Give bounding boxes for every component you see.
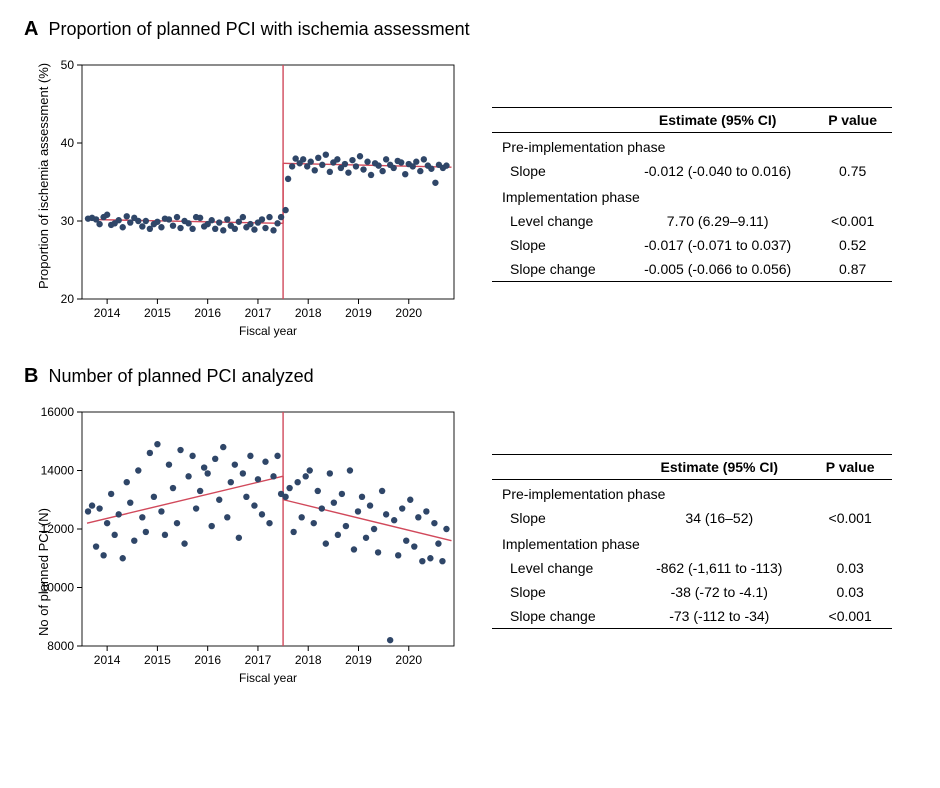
table-header: P value: [813, 107, 892, 132]
svg-text:2020: 2020: [395, 653, 422, 667]
svg-text:14000: 14000: [41, 464, 75, 478]
scatter-chart: 20 30 40 50 2014 2015 2016 2017 2018 2019 2020 Fisc…: [24, 49, 464, 339]
panel-label: B: [24, 365, 38, 388]
pvalue-cell: 0.87: [813, 257, 892, 282]
svg-text:2017: 2017: [245, 653, 272, 667]
estimate-cell: 7.70 (6.29–9.11): [622, 209, 813, 233]
row-label: Slope: [492, 233, 622, 257]
estimate-cell: -0.005 (-0.066 to 0.056): [622, 257, 813, 282]
pvalue-cell: <0.001: [808, 506, 892, 530]
table-header: Estimate (95% CI): [622, 107, 813, 132]
panel-label: A: [24, 18, 38, 41]
pvalue-cell: <0.001: [808, 604, 892, 629]
section-header: Implementation phase: [492, 530, 892, 556]
svg-text:2017: 2017: [245, 306, 272, 320]
table-header: [492, 107, 622, 132]
svg-text:2020: 2020: [395, 306, 422, 320]
y-axis-label: No of planned PCI (N): [36, 508, 51, 636]
svg-text:2019: 2019: [345, 306, 372, 320]
y-axis-label: Proportion of ischemia assessment (%): [36, 63, 51, 289]
svg-text:2015: 2015: [144, 653, 171, 667]
svg-text:50: 50: [61, 58, 75, 72]
svg-text:2014: 2014: [94, 653, 121, 667]
svg-text:2018: 2018: [295, 653, 322, 667]
row-label: Level change: [492, 556, 630, 580]
svg-text:2018: 2018: [295, 306, 322, 320]
pvalue-cell: <0.001: [813, 209, 892, 233]
svg-text:2015: 2015: [144, 306, 171, 320]
estimate-cell: -0.012 (-0.040 to 0.016): [622, 159, 813, 183]
table-header: P value: [808, 454, 892, 479]
svg-text:30: 30: [61, 214, 75, 228]
panel-A: A Proportion of planned PCI with ischemia…: [24, 18, 916, 339]
results-table: Estimate (95% CI)P valuePre-implementati…: [492, 454, 892, 629]
estimate-cell: -0.017 (-0.071 to 0.037): [622, 233, 813, 257]
section-header: Pre-implementation phase: [492, 132, 892, 159]
svg-text:2014: 2014: [94, 306, 121, 320]
svg-text:16000: 16000: [41, 405, 75, 419]
pvalue-cell: 0.75: [813, 159, 892, 183]
estimate-cell: -73 (-112 to -34): [630, 604, 808, 629]
estimate-cell: -38 (-72 to -4.1): [630, 580, 808, 604]
row-label: Level change: [492, 209, 622, 233]
pvalue-cell: 0.03: [808, 580, 892, 604]
svg-text:20: 20: [61, 292, 75, 306]
estimate-cell: 34 (16–52): [630, 506, 808, 530]
pvalue-cell: 0.03: [808, 556, 892, 580]
svg-text:2016: 2016: [194, 653, 221, 667]
svg-text:8000: 8000: [47, 639, 74, 653]
row-label: Slope: [492, 159, 622, 183]
pvalue-cell: 0.52: [813, 233, 892, 257]
scatter-chart: 8000100001200014000160002014201520162017…: [24, 396, 464, 686]
x-axis-label: Fiscal year: [239, 324, 297, 338]
row-label: Slope: [492, 580, 630, 604]
x-axis-label: Fiscal year: [239, 671, 297, 685]
section-header: Pre-implementation phase: [492, 479, 892, 506]
table-header: [492, 454, 630, 479]
svg-text:2019: 2019: [345, 653, 372, 667]
row-label: Slope change: [492, 257, 622, 282]
estimate-cell: -862 (-1,611 to -113): [630, 556, 808, 580]
row-label: Slope change: [492, 604, 630, 629]
figure-root: A Proportion of planned PCI with ischemia…: [24, 18, 916, 686]
panel-title: Proportion of planned PCI with ischemia …: [48, 19, 469, 40]
svg-text:2016: 2016: [194, 306, 221, 320]
panel-title: Number of planned PCI analyzed: [48, 366, 313, 387]
row-label: Slope: [492, 506, 630, 530]
table-header: Estimate (95% CI): [630, 454, 808, 479]
svg-text:40: 40: [61, 136, 75, 150]
panel-B: B Number of planned PCI analyzed No of pla…: [24, 365, 916, 686]
section-header: Implementation phase: [492, 183, 892, 209]
results-table: Estimate (95% CI)P valuePre-implementati…: [492, 107, 892, 282]
